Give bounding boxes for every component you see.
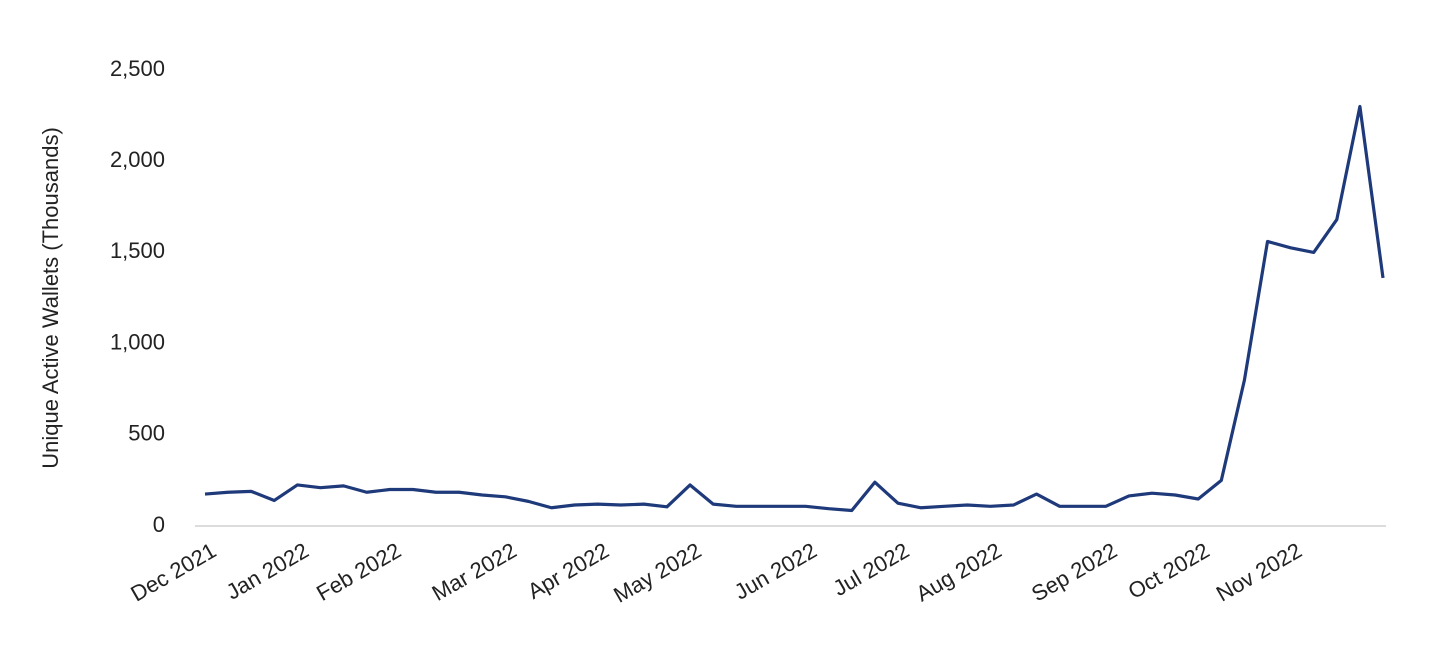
y-tick-label: 2,000 [110,147,165,172]
x-tick-label: Jun 2022 [730,538,821,605]
x-tick-label: Aug 2022 [912,538,1006,607]
x-tick-label: Jan 2022 [222,538,313,605]
y-axis-title: Unique Active Wallets (Thousands) [38,127,63,469]
data-line [204,104,1385,513]
y-tick-label: 1,000 [110,329,165,354]
x-tick-label: Jul 2022 [829,538,914,601]
x-tick-label: Nov 2022 [1212,538,1306,607]
x-tick-label: Feb 2022 [312,538,405,606]
y-tick-label: 1,500 [110,238,165,263]
x-tick-label: Sep 2022 [1027,538,1121,607]
x-tick-label: May 2022 [609,538,705,608]
x-tick-label: Apr 2022 [523,538,613,604]
y-tick-label: 0 [153,512,165,537]
y-tick-label: 500 [128,421,165,446]
x-tick-label: Oct 2022 [1124,538,1214,604]
x-tick-label: Dec 2021 [126,538,220,607]
y-tick-label: 2,500 [110,56,165,81]
x-tick-label: Mar 2022 [428,538,521,606]
